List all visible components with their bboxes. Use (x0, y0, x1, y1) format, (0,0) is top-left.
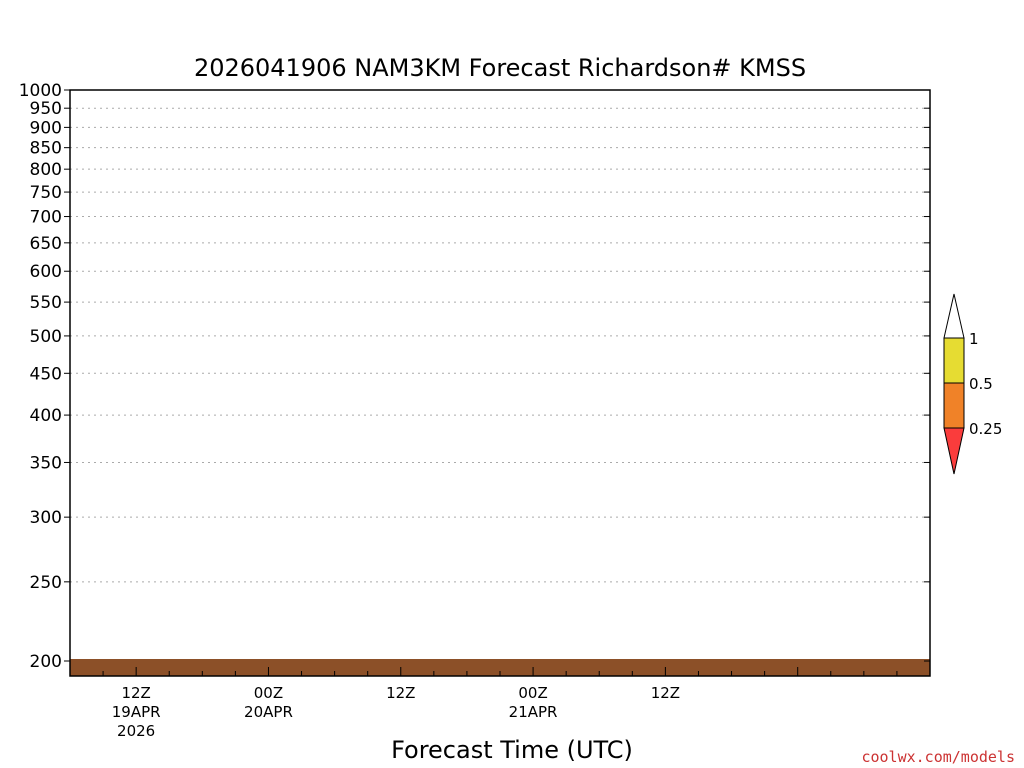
legend-swatch-yellow (943, 337, 965, 384)
legend-swatch-orange (943, 382, 965, 429)
x-axis-label: Forecast Time (UTC) (391, 736, 633, 764)
x-tick-label: 00Z (518, 684, 547, 702)
y-axis: 200 250 300 350 400 450 500 550 600 650 700 750 8008… (19, 81, 930, 672)
legend-over-triangle (943, 293, 965, 339)
y-tick-label: 800 (30, 160, 62, 180)
y-tick-label: 900 (30, 118, 62, 138)
chart-title: 2026041906 NAM3KM Forecast Richardson# K… (194, 54, 806, 82)
x-tick-label: 21APR (509, 703, 558, 721)
y-tick-label: 450 (30, 364, 62, 384)
y-tick-label: 850 (30, 139, 62, 159)
y-tick-label: 700 (30, 208, 62, 228)
x-tick-label: 00Z (254, 684, 283, 702)
watermark: coolwx.com/models (861, 748, 1015, 766)
y-tick-label: 650 (30, 234, 62, 254)
y-tick-label: 300 (30, 508, 62, 528)
y-tick-label: 500 (30, 327, 62, 347)
below-ground-band (70, 659, 930, 676)
legend-label: 0.5 (969, 375, 993, 393)
x-tick-label: 12Z (121, 684, 150, 702)
y-tick-label: 350 (30, 453, 62, 473)
y-tick-label: 600 (30, 262, 62, 282)
legend-label: 1 (969, 330, 979, 348)
x-tick-label: 20APR (244, 703, 293, 721)
x-tick-label: 19APR (112, 703, 161, 721)
legend-under-triangle (943, 427, 965, 475)
y-tick-label: 200 (30, 652, 62, 672)
y-tick-label: 1000 (19, 81, 62, 101)
y-tick-label: 750 (30, 183, 62, 203)
plot-frame (69, 89, 931, 677)
y-tick-label: 950 (30, 99, 62, 119)
x-tick-label: 2026 (117, 722, 155, 740)
y-tick-label: 550 (30, 293, 62, 313)
y-tick-label: 400 (30, 406, 62, 426)
y-tick-label: 250 (30, 573, 62, 593)
legend-label: 0.25 (969, 420, 1002, 438)
x-tick-label: 12Z (651, 684, 680, 702)
x-tick-label: 12Z (386, 684, 415, 702)
legend: 1 0.5 0.25 (943, 293, 1002, 475)
grid-lines (70, 107, 930, 583)
